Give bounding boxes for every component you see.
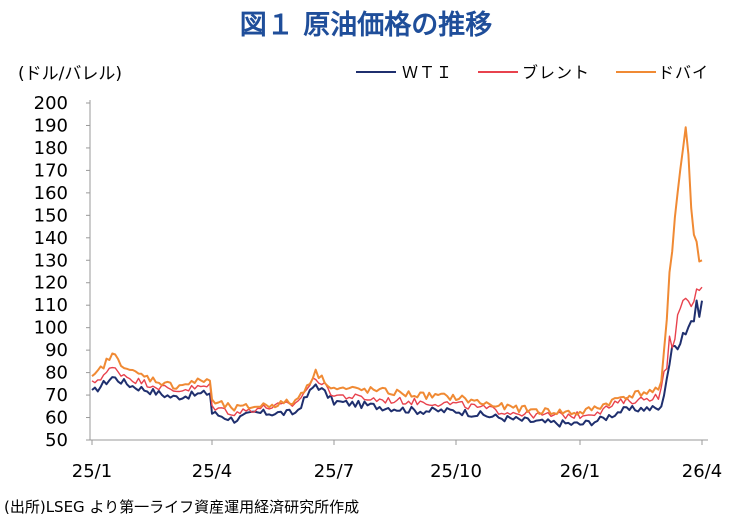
- y-axis-unit: (ドル/バレル): [18, 64, 122, 84]
- y-tick-label: 80: [45, 363, 68, 384]
- y-tick-label: 50: [45, 430, 68, 451]
- series-line-brent: [91, 286, 703, 420]
- y-tick-label: 100: [34, 318, 68, 339]
- y-tick-label: 190: [34, 115, 68, 136]
- y-tick-labels: 5060708090100110120130140150160170180190…: [34, 93, 90, 451]
- x-tick-label: 26/4: [682, 461, 722, 482]
- y-tick-label: 180: [34, 138, 68, 159]
- y-tick-label: 160: [34, 183, 68, 204]
- source-note: (出所)LSEG より第一ライフ資産運用経済研究所作成: [4, 498, 359, 516]
- y-tick-label: 120: [34, 273, 68, 294]
- chart-title: 図１ 原油価格の推移: [240, 10, 492, 41]
- x-tick-label: 26/1: [560, 461, 600, 482]
- plot-area: 5060708090100110120130140150160170180190…: [34, 93, 723, 482]
- y-tick-label: 130: [34, 250, 68, 271]
- series-lines: [91, 126, 703, 428]
- x-tick-label: 25/1: [72, 461, 112, 482]
- y-tick-label: 170: [34, 160, 68, 181]
- x-tick-label: 25/4: [192, 461, 232, 482]
- x-tick-label: 25/10: [430, 461, 482, 482]
- y-tick-label: 110: [34, 295, 68, 316]
- y-tick-label: 140: [34, 228, 68, 249]
- legend: ＷＴＩ ブレント ドバイ: [356, 63, 709, 82]
- series-line-dubai: [91, 126, 703, 416]
- series-line-wti: [91, 299, 703, 428]
- legend-label: ブレント: [522, 63, 590, 82]
- y-tick-label: 150: [34, 205, 68, 226]
- y-tick-label: 200: [34, 93, 68, 114]
- y-tick-label: 90: [45, 340, 68, 361]
- legend-label: ドバイ: [658, 63, 709, 82]
- y-tick-label: 60: [45, 408, 68, 429]
- x-tick-label: 25/7: [314, 461, 354, 482]
- x-tick-labels: 25/1 25/4 25/7 25/10 26/1 26/4: [72, 440, 722, 482]
- legend-label: ＷＴＩ: [402, 63, 453, 82]
- y-tick-label: 70: [45, 385, 68, 406]
